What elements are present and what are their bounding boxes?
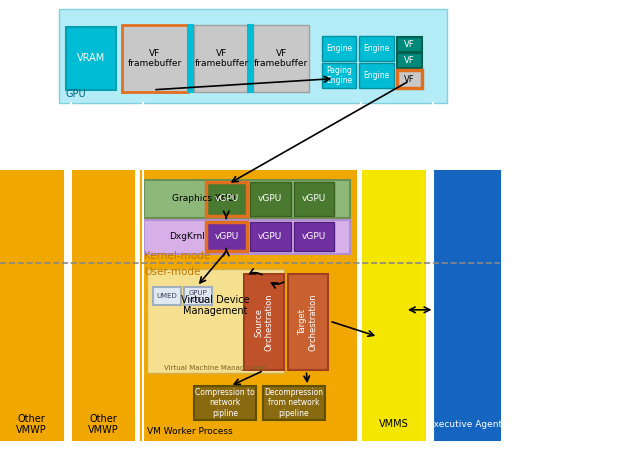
Text: Engine: Engine: [363, 70, 390, 80]
Text: DxgKrnl: DxgKrnl: [169, 232, 204, 242]
FancyBboxPatch shape: [362, 171, 425, 440]
Text: Decompression
from network
pipeline: Decompression from network pipeline: [264, 388, 323, 418]
Text: Executive Agents: Executive Agents: [428, 420, 506, 429]
FancyBboxPatch shape: [66, 27, 116, 90]
FancyBboxPatch shape: [359, 36, 394, 61]
Text: vGPU: vGPU: [302, 232, 326, 242]
Text: vGPU: vGPU: [214, 194, 239, 203]
FancyBboxPatch shape: [153, 287, 181, 305]
Text: VF: VF: [404, 75, 415, 84]
Text: VF
framebuffer: VF framebuffer: [254, 48, 308, 68]
FancyBboxPatch shape: [0, 171, 62, 440]
FancyBboxPatch shape: [397, 70, 422, 88]
FancyBboxPatch shape: [59, 9, 447, 103]
Text: Engine: Engine: [326, 44, 352, 53]
FancyBboxPatch shape: [397, 53, 422, 68]
FancyBboxPatch shape: [188, 25, 192, 92]
FancyBboxPatch shape: [322, 36, 356, 61]
Text: VMMS: VMMS: [379, 419, 409, 429]
FancyBboxPatch shape: [206, 182, 247, 216]
Text: GPUP
vDEV: GPUP vDEV: [189, 290, 208, 303]
FancyBboxPatch shape: [397, 37, 422, 52]
Text: Other
VMWP: Other VMWP: [88, 414, 119, 435]
FancyBboxPatch shape: [434, 171, 500, 440]
Text: Engine: Engine: [363, 44, 390, 53]
FancyBboxPatch shape: [250, 182, 291, 216]
Text: Virtual Machine Management: Virtual Machine Management: [164, 365, 267, 371]
Text: vGPU: vGPU: [258, 194, 282, 203]
FancyBboxPatch shape: [147, 269, 284, 373]
Text: Virtual Device
Management: Virtual Device Management: [181, 295, 250, 316]
Text: vGPU: vGPU: [258, 232, 282, 242]
Text: GPU: GPU: [66, 89, 86, 99]
Text: Kernel-mode: Kernel-mode: [144, 251, 210, 261]
FancyBboxPatch shape: [322, 63, 356, 88]
Text: Paging
Engine: Paging Engine: [326, 66, 352, 85]
Text: VM Worker Process: VM Worker Process: [147, 427, 232, 436]
FancyBboxPatch shape: [206, 222, 247, 251]
FancyBboxPatch shape: [122, 25, 188, 92]
FancyBboxPatch shape: [244, 274, 284, 370]
FancyBboxPatch shape: [72, 171, 134, 440]
Text: vGPU: vGPU: [302, 194, 326, 203]
FancyBboxPatch shape: [288, 274, 328, 370]
FancyBboxPatch shape: [262, 386, 325, 420]
Text: Source
Orchestration: Source Orchestration: [254, 293, 274, 351]
Text: UMED: UMED: [157, 293, 177, 299]
FancyBboxPatch shape: [359, 63, 394, 88]
FancyBboxPatch shape: [141, 171, 356, 440]
FancyBboxPatch shape: [248, 25, 252, 92]
Text: VF: VF: [404, 40, 415, 49]
FancyBboxPatch shape: [144, 220, 350, 254]
FancyBboxPatch shape: [194, 25, 250, 92]
Text: Target
Orchestration: Target Orchestration: [298, 293, 318, 351]
Text: Compression to
network
pipline: Compression to network pipline: [195, 388, 255, 418]
Text: Other
VMWP: Other VMWP: [16, 414, 47, 435]
Text: VF
framebuffer: VF framebuffer: [195, 48, 249, 68]
FancyBboxPatch shape: [294, 222, 334, 251]
FancyBboxPatch shape: [184, 287, 213, 305]
Text: vGPU: vGPU: [214, 232, 239, 242]
FancyBboxPatch shape: [250, 222, 291, 251]
FancyBboxPatch shape: [144, 180, 350, 218]
Text: VF: VF: [404, 56, 415, 66]
FancyBboxPatch shape: [294, 182, 334, 216]
Text: VF
framebuffer: VF framebuffer: [127, 48, 182, 68]
FancyBboxPatch shape: [194, 386, 256, 420]
FancyBboxPatch shape: [253, 25, 309, 92]
Text: User-mode: User-mode: [144, 267, 200, 277]
Text: VRAM: VRAM: [76, 53, 105, 63]
Text: Graphics KMD: Graphics KMD: [172, 194, 235, 203]
